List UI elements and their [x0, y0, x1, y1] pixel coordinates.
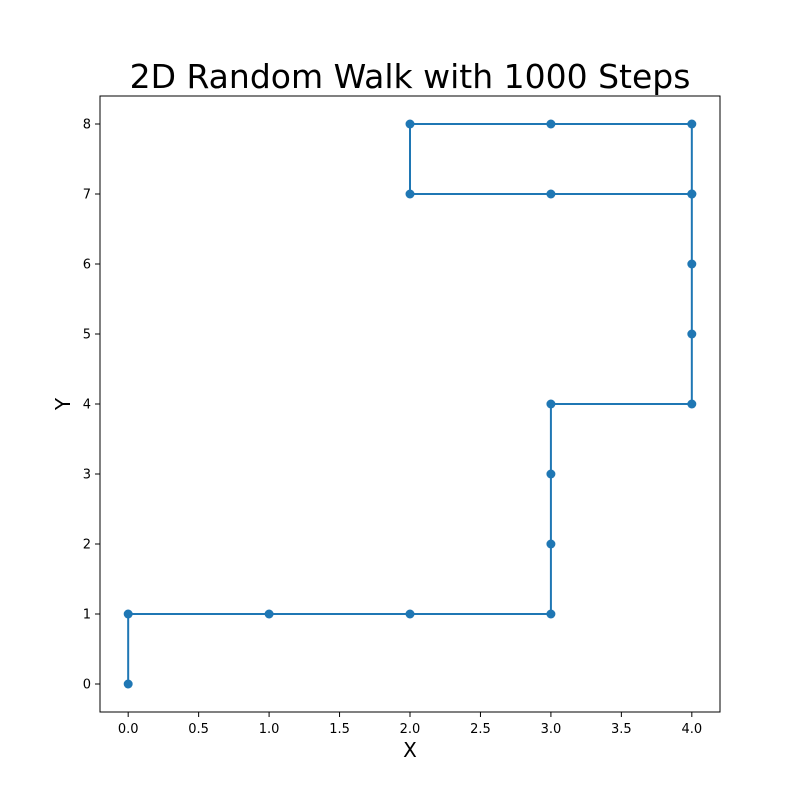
- walk-points: [123, 119, 697, 689]
- y-tick-label: 3: [83, 468, 91, 483]
- walk-point: [546, 119, 556, 129]
- x-axis: 0.0 0.5 1.0 1.5 2.0 2.5 3.0 3.5 4.0: [118, 712, 702, 737]
- y-tick-label: 7: [83, 188, 91, 203]
- x-tick-label: 2.5: [470, 722, 491, 737]
- walk-point: [687, 189, 697, 199]
- walk-point: [264, 609, 274, 619]
- walk-point: [546, 469, 556, 479]
- x-tick-label: 1.0: [259, 722, 280, 737]
- walk-point: [546, 399, 556, 409]
- x-tick-label: 2.0: [400, 722, 421, 737]
- walk-point: [687, 399, 697, 409]
- walk-point: [123, 679, 133, 689]
- x-tick-label: 3.5: [611, 722, 632, 737]
- walk-point: [546, 189, 556, 199]
- y-tick-label: 8: [83, 118, 91, 133]
- walk-point: [687, 119, 697, 129]
- walk-point: [687, 259, 697, 269]
- walk-point: [123, 609, 133, 619]
- chart-title: 2D Random Walk with 1000 Steps: [130, 57, 691, 96]
- y-axis-label: Y: [51, 397, 75, 411]
- y-tick-label: 6: [83, 258, 91, 273]
- y-tick-label: 5: [83, 328, 91, 343]
- walk-point: [405, 189, 415, 199]
- walk-path-line: [127, 123, 693, 684]
- walk-point: [546, 539, 556, 549]
- y-tick-label: 2: [83, 538, 91, 553]
- walk-point: [405, 119, 415, 129]
- x-axis-label: X: [403, 738, 417, 762]
- walk-point: [546, 609, 556, 619]
- x-tick-label: 0.5: [188, 722, 209, 737]
- x-tick-label: 4.0: [681, 722, 702, 737]
- y-tick-label: 1: [83, 608, 91, 623]
- x-tick-label: 0.0: [118, 722, 139, 737]
- walk-point: [687, 329, 697, 339]
- x-tick-label: 3.0: [541, 722, 562, 737]
- y-tick-label: 0: [83, 678, 91, 693]
- walk-point: [405, 609, 415, 619]
- y-tick-label: 4: [83, 398, 91, 413]
- x-tick-label: 1.5: [329, 722, 350, 737]
- y-axis: 0 1 2 3 4 5 6 7 8: [83, 118, 100, 693]
